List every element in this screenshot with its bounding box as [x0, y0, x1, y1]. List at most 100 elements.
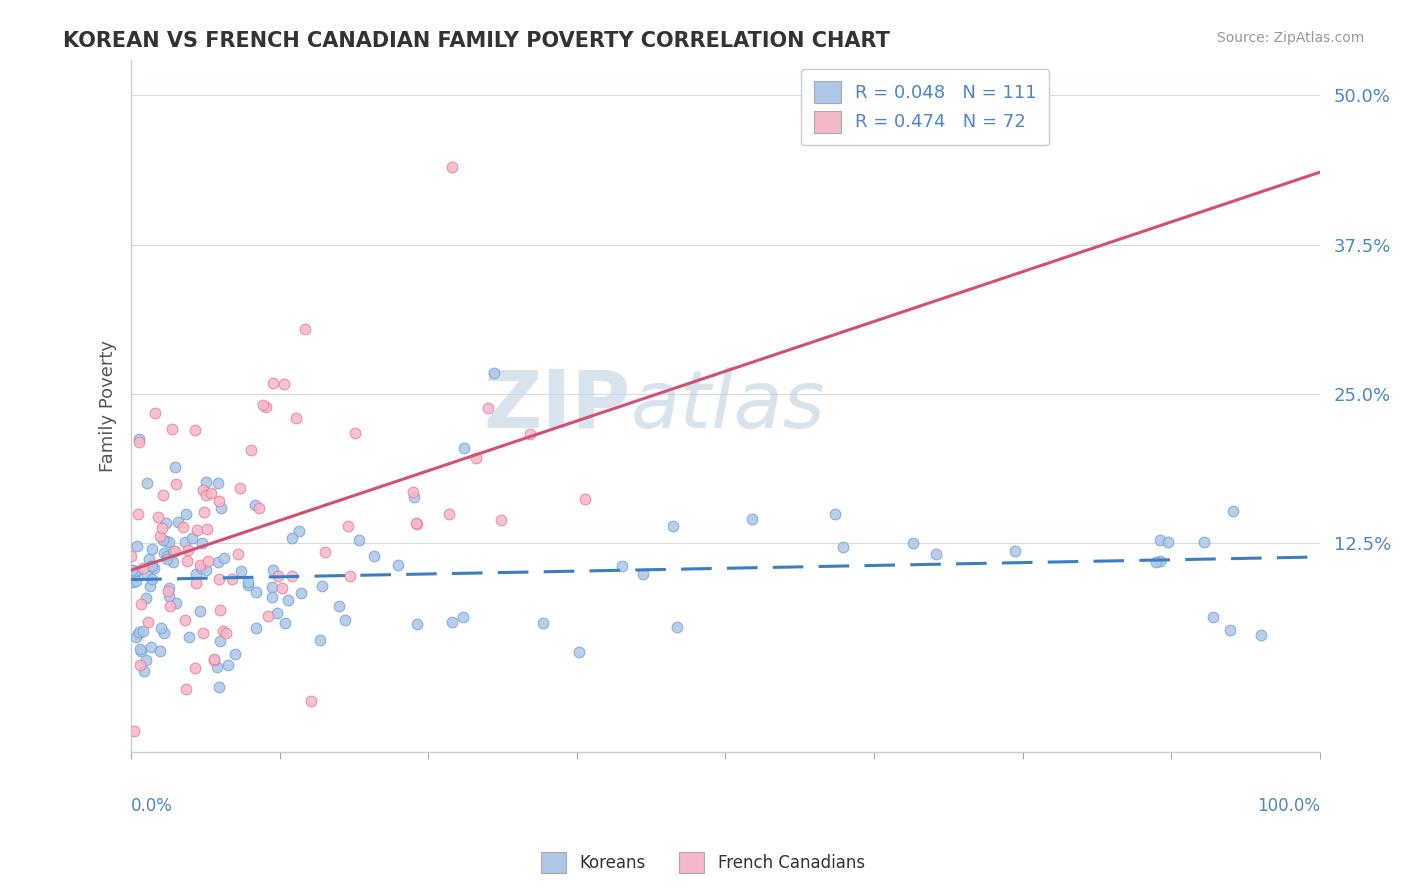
- Point: [200, 486, 222, 500]
- Point: [741, 512, 763, 526]
- Point: [262, 563, 284, 577]
- Point: [135, 591, 157, 605]
- Point: [405, 516, 427, 530]
- Point: [406, 516, 429, 531]
- Point: [153, 546, 176, 560]
- Point: [177, 542, 200, 557]
- Point: [152, 488, 174, 502]
- Point: [290, 585, 312, 599]
- Point: [139, 558, 162, 573]
- Point: [172, 520, 194, 534]
- Text: KOREAN VS FRENCH CANADIAN FAMILY POVERTY CORRELATION CHART: KOREAN VS FRENCH CANADIAN FAMILY POVERTY…: [63, 31, 890, 51]
- Legend: R = 0.048   N = 111, R = 0.474   N = 72: R = 0.048 N = 111, R = 0.474 N = 72: [801, 69, 1049, 145]
- Point: [155, 516, 177, 530]
- Point: [610, 559, 633, 574]
- Point: [136, 476, 159, 491]
- Point: [143, 407, 166, 421]
- Point: [288, 524, 311, 538]
- Point: [489, 513, 512, 527]
- Point: [163, 459, 186, 474]
- Point: [207, 476, 229, 491]
- Point: [281, 568, 304, 582]
- Point: [217, 657, 239, 672]
- Point: [212, 550, 235, 565]
- Point: [212, 624, 235, 638]
- Point: [139, 640, 162, 655]
- Legend: Koreans, French Canadians: Koreans, French Canadians: [534, 846, 872, 880]
- Point: [174, 534, 197, 549]
- Point: [197, 554, 219, 568]
- Point: [190, 561, 212, 575]
- Point: [925, 547, 948, 561]
- Point: [194, 475, 217, 489]
- Point: [129, 597, 152, 611]
- Point: [128, 435, 150, 450]
- Point: [127, 508, 149, 522]
- Point: [127, 540, 149, 554]
- Point: [349, 533, 371, 547]
- Point: [294, 322, 316, 336]
- Point: [262, 376, 284, 390]
- Point: [465, 451, 488, 466]
- Point: [245, 584, 267, 599]
- Point: [311, 579, 333, 593]
- Text: atlas: atlas: [630, 367, 825, 445]
- Point: [141, 542, 163, 557]
- Point: [184, 661, 207, 675]
- Point: [148, 510, 170, 524]
- Point: [125, 564, 148, 578]
- Point: [165, 477, 187, 491]
- Point: [141, 559, 163, 574]
- Point: [256, 609, 278, 624]
- Point: [122, 574, 145, 589]
- Point: [121, 563, 143, 577]
- Point: [174, 613, 197, 627]
- Point: [453, 609, 475, 624]
- Point: [519, 427, 541, 442]
- Point: [402, 484, 425, 499]
- Point: [127, 627, 149, 641]
- Point: [209, 633, 232, 648]
- Point: [440, 615, 463, 630]
- Point: [339, 569, 361, 583]
- Point: [129, 657, 152, 672]
- Point: [124, 564, 146, 578]
- Point: [142, 561, 165, 575]
- Point: [245, 622, 267, 636]
- Point: [188, 604, 211, 618]
- Point: [120, 549, 142, 564]
- Point: [156, 552, 179, 566]
- Point: [1250, 628, 1272, 642]
- Point: [477, 401, 499, 415]
- Point: [191, 483, 214, 497]
- Point: [181, 531, 204, 545]
- Point: [229, 481, 252, 495]
- Point: [157, 583, 180, 598]
- Point: [209, 501, 232, 516]
- Point: [132, 624, 155, 638]
- Point: [531, 615, 554, 630]
- Point: [188, 558, 211, 573]
- Point: [202, 652, 225, 666]
- Point: [138, 552, 160, 566]
- Point: [162, 543, 184, 558]
- Point: [155, 533, 177, 548]
- Point: [135, 653, 157, 667]
- Point: [208, 494, 231, 508]
- Point: [165, 543, 187, 558]
- Point: [129, 641, 152, 656]
- Point: [179, 630, 201, 644]
- Point: [132, 664, 155, 678]
- Point: [149, 529, 172, 543]
- Point: [157, 581, 180, 595]
- Point: [191, 626, 214, 640]
- Point: [186, 576, 208, 591]
- Point: [136, 615, 159, 629]
- Point: [1202, 609, 1225, 624]
- Point: [226, 547, 249, 561]
- Point: [328, 599, 350, 613]
- Point: [193, 505, 215, 519]
- Point: [124, 630, 146, 644]
- Point: [186, 524, 208, 538]
- Point: [136, 568, 159, 582]
